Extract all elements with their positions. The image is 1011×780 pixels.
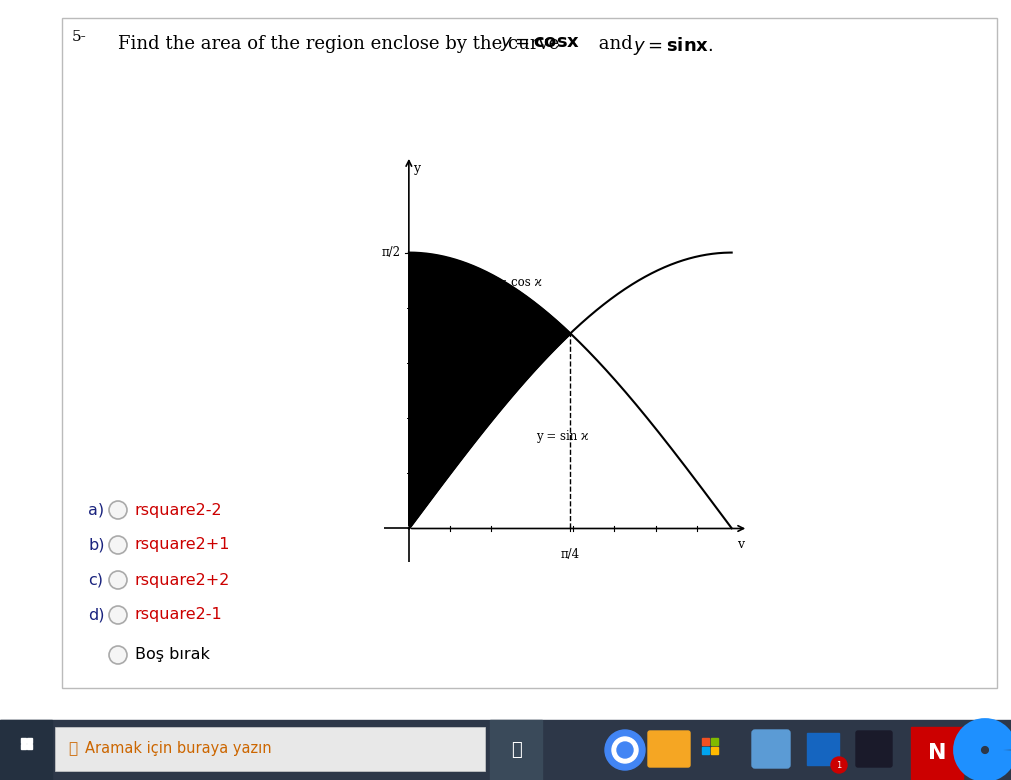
Text: N: N [928, 743, 946, 763]
Bar [21, 738, 26, 743]
Bar [702, 738, 709, 745]
Text: $y = \mathbf{cosx}$: $y = \mathbf{cosx}$ [500, 35, 580, 53]
Circle shape [831, 757, 847, 773]
Text: 5-: 5- [72, 30, 87, 44]
Circle shape [612, 737, 638, 763]
Text: ⧉: ⧉ [511, 741, 522, 759]
Bar [0, 720, 1011, 780]
Text: rsquare2-2: rsquare2-2 [135, 502, 222, 517]
Circle shape [109, 571, 127, 589]
FancyBboxPatch shape [648, 731, 690, 767]
Bar [490, 720, 542, 780]
Text: Find the area of the region enclose by the curve: Find the area of the region enclose by t… [118, 35, 565, 53]
Bar [702, 747, 709, 754]
Circle shape [605, 730, 645, 770]
Text: 1: 1 [836, 760, 841, 770]
Circle shape [617, 742, 633, 758]
Bar [27, 744, 32, 749]
Circle shape [109, 606, 127, 624]
Text: rsquare2+1: rsquare2+1 [135, 537, 231, 552]
FancyBboxPatch shape [807, 733, 839, 765]
Text: $y = \mathbf{sinx}$.: $y = \mathbf{sinx}$. [633, 35, 713, 57]
Text: π/2: π/2 [381, 246, 400, 259]
Text: d): d) [88, 608, 104, 622]
Text: rsquare2-1: rsquare2-1 [135, 608, 222, 622]
Text: b): b) [88, 537, 104, 552]
Bar [0, 720, 52, 780]
Circle shape [109, 646, 127, 664]
Text: y = cos ϰ: y = cos ϰ [487, 275, 542, 289]
Text: v: v [737, 537, 744, 551]
Text: and: and [593, 35, 639, 53]
Text: Aramak için buraya yazın: Aramak için buraya yazın [85, 742, 272, 757]
FancyBboxPatch shape [62, 18, 997, 688]
Text: rsquare2+2: rsquare2+2 [135, 573, 231, 587]
Circle shape [109, 536, 127, 554]
Bar [21, 744, 26, 749]
Bar [55, 727, 485, 771]
Bar [711, 738, 718, 745]
Bar [27, 738, 32, 743]
Bar [911, 727, 963, 780]
Text: π/4: π/4 [561, 548, 580, 561]
Text: c): c) [88, 573, 103, 587]
Text: ⌕: ⌕ [68, 742, 77, 757]
FancyBboxPatch shape [856, 731, 892, 767]
Text: y: y [412, 161, 421, 175]
Text: Boş bırak: Boş bırak [135, 647, 210, 662]
Bar [711, 747, 718, 754]
Circle shape [109, 501, 127, 519]
Text: a): a) [88, 502, 104, 517]
FancyBboxPatch shape [752, 730, 790, 768]
Text: y = sin ϰ: y = sin ϰ [537, 431, 588, 443]
